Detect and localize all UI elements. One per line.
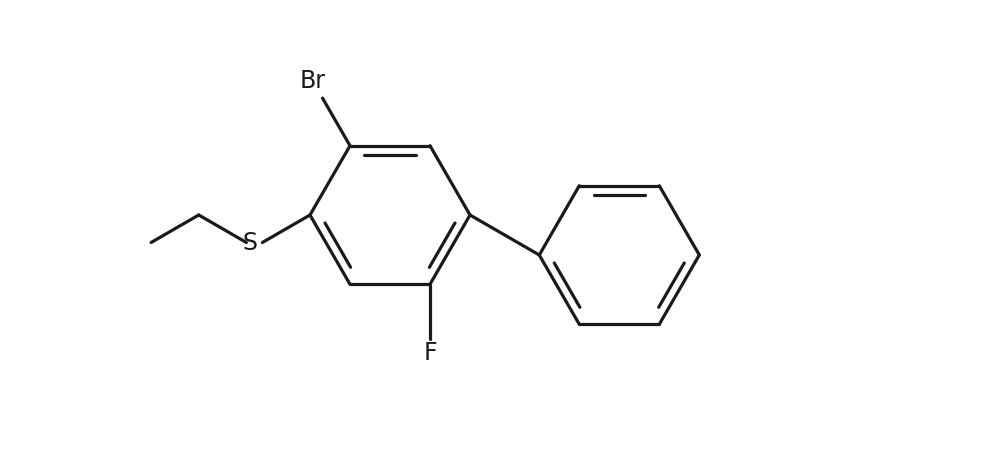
Text: F: F (423, 341, 436, 365)
Text: Br: Br (299, 69, 325, 93)
Text: S: S (243, 230, 257, 255)
